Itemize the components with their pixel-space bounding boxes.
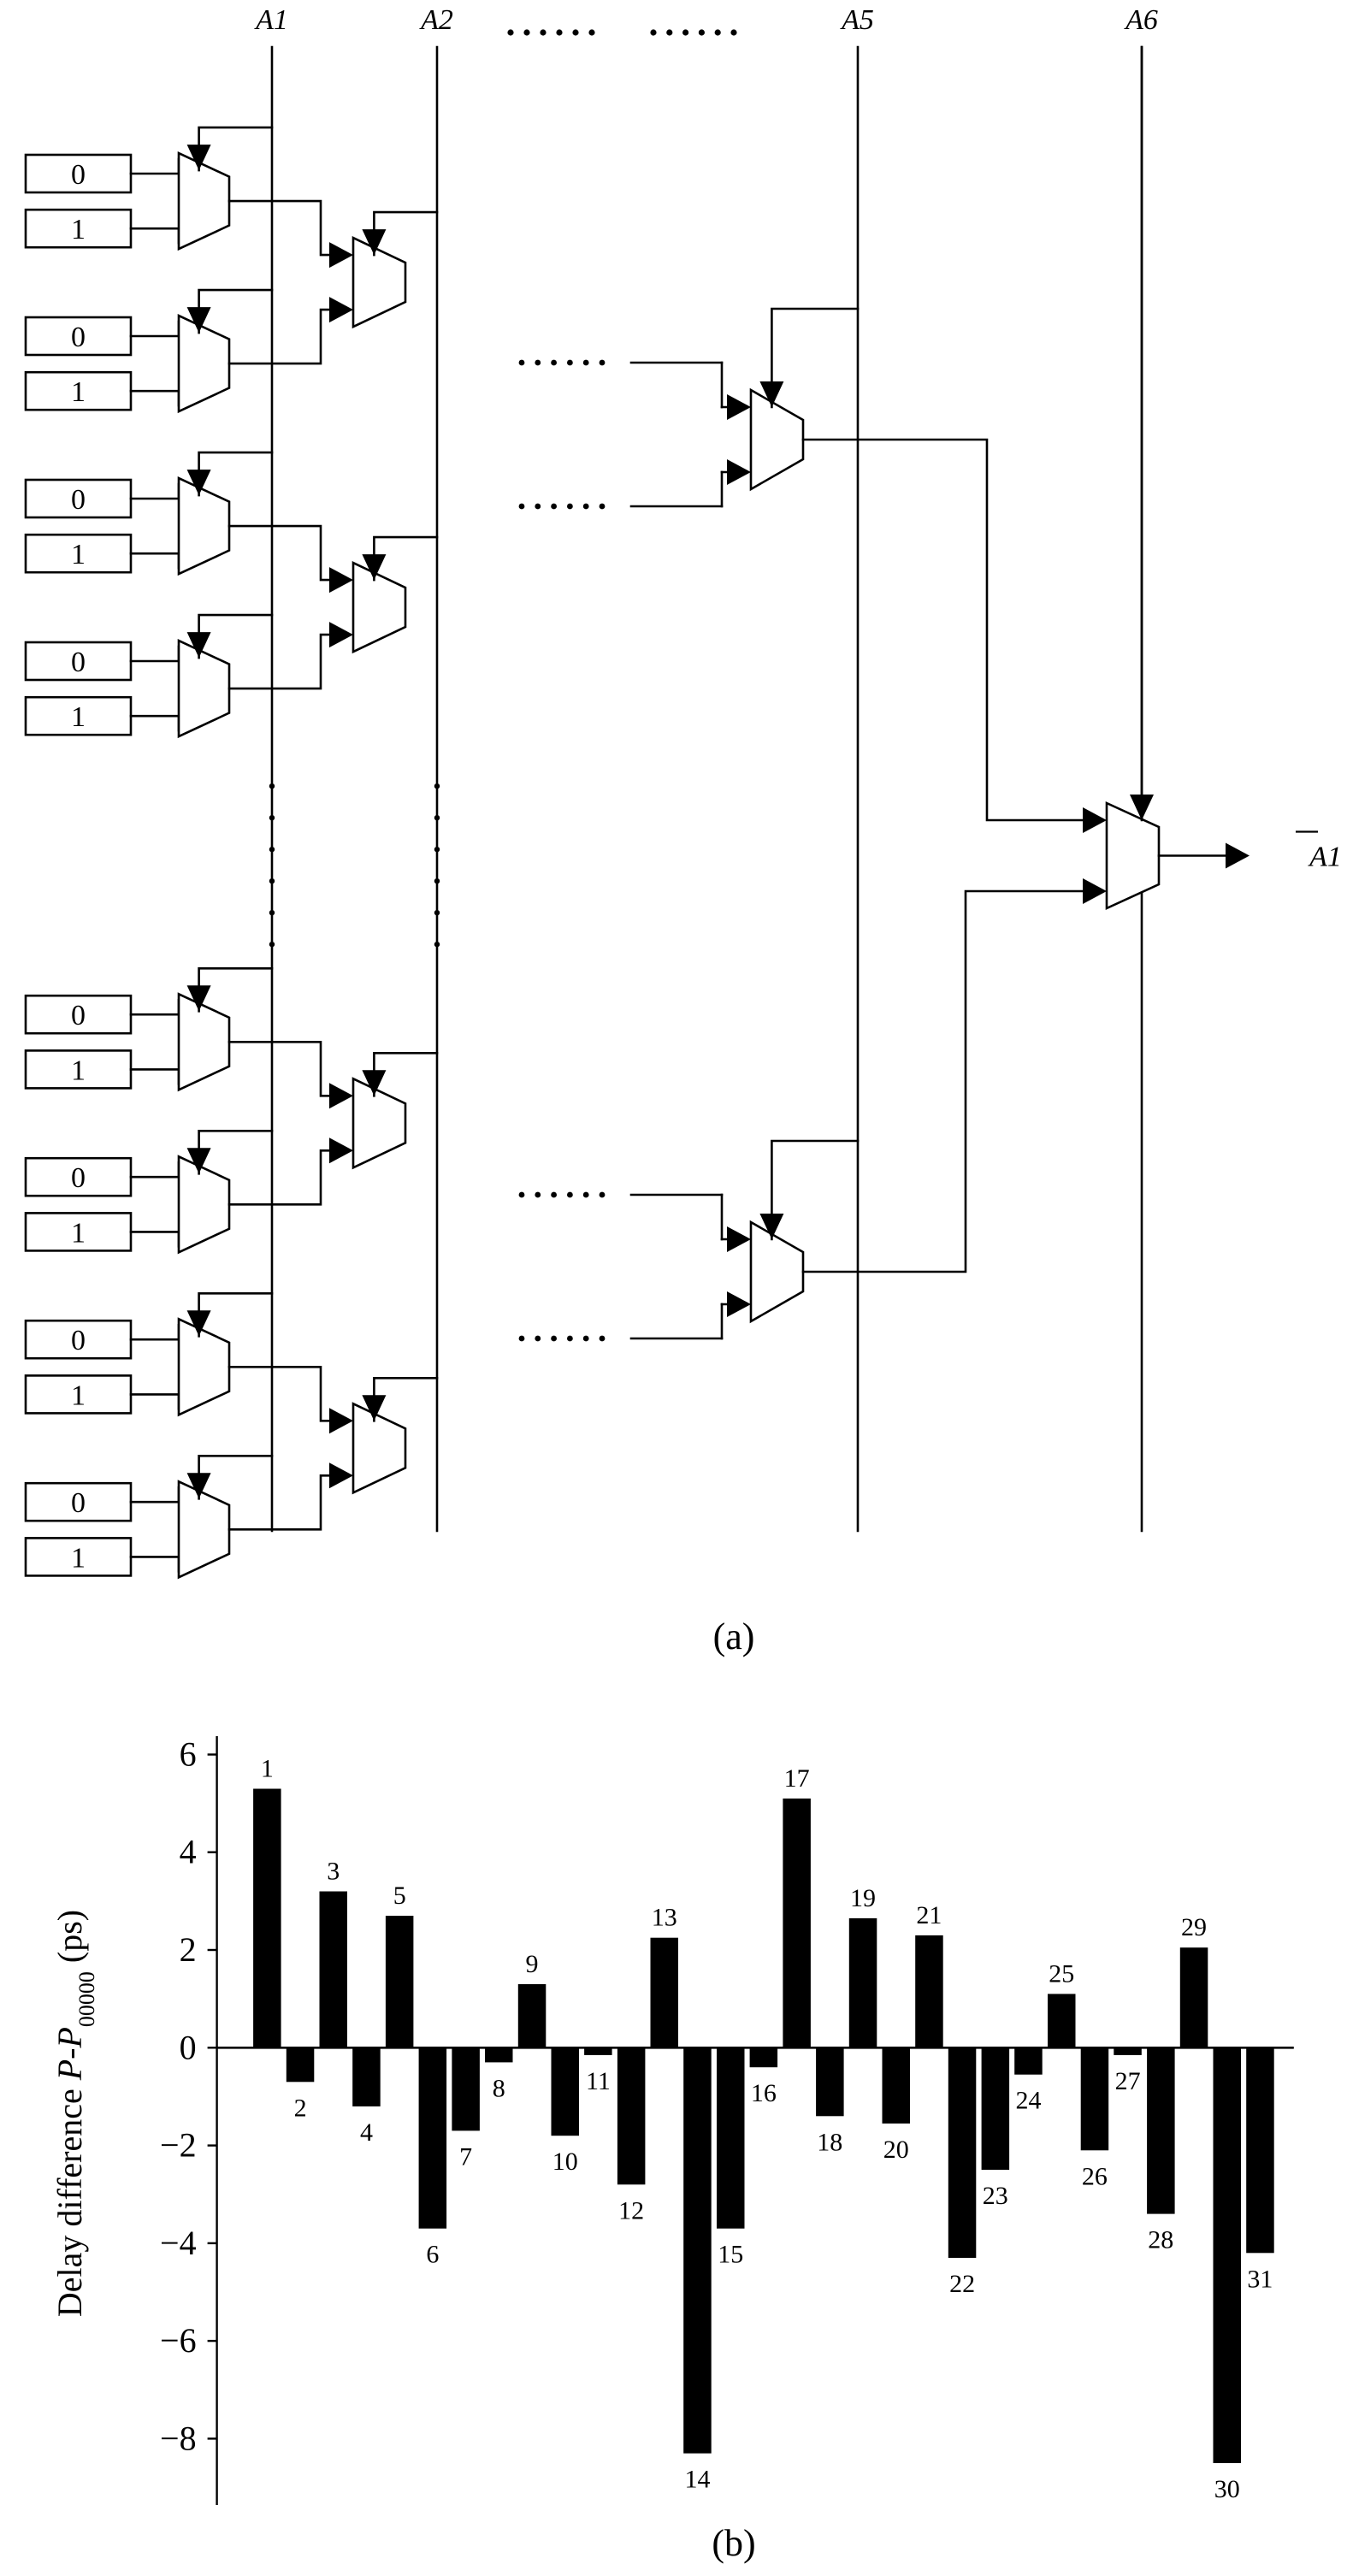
- svg-text:A1: A1: [254, 4, 288, 36]
- svg-text:0: 0: [71, 1162, 86, 1194]
- svg-text:23: 23: [983, 2182, 1008, 2210]
- svg-text:30: 30: [1214, 2475, 1240, 2503]
- svg-text:31: 31: [1247, 2265, 1273, 2293]
- svg-text:5: 5: [393, 1882, 406, 1910]
- svg-text:12: 12: [618, 2196, 644, 2224]
- svg-text:2: 2: [294, 2094, 307, 2122]
- svg-text:22: 22: [949, 2270, 975, 2298]
- svg-text:27: 27: [1115, 2067, 1141, 2095]
- svg-text:1: 1: [71, 1055, 86, 1086]
- svg-text:−2: −2: [160, 2126, 197, 2165]
- svg-text:1: 1: [71, 1542, 86, 1574]
- svg-text:0: 0: [71, 484, 86, 516]
- svg-text:0: 0: [71, 1000, 86, 1031]
- svg-text:A1: A1: [1308, 842, 1342, 873]
- svg-text:0: 0: [71, 647, 86, 678]
- svg-text:18: 18: [817, 2128, 842, 2156]
- svg-text:29: 29: [1181, 1913, 1207, 1941]
- svg-text:11: 11: [586, 2067, 611, 2095]
- svg-text:−8: −8: [160, 2419, 197, 2457]
- svg-text:1: 1: [71, 376, 86, 408]
- svg-text:10: 10: [552, 2148, 578, 2176]
- svg-text:−4: −4: [160, 2224, 197, 2262]
- svg-text:1: 1: [71, 539, 86, 570]
- svg-text:A2: A2: [419, 4, 453, 36]
- svg-text:4: 4: [360, 2118, 373, 2147]
- svg-text:0: 0: [71, 1487, 86, 1519]
- svg-text:6: 6: [426, 2241, 439, 2269]
- svg-text:3: 3: [327, 1858, 340, 1886]
- svg-text:19: 19: [850, 1884, 876, 1912]
- svg-text:7: 7: [459, 2142, 472, 2171]
- svg-text:15: 15: [718, 2241, 743, 2269]
- svg-text:8: 8: [493, 2074, 505, 2102]
- svg-text:0: 0: [71, 1325, 86, 1356]
- svg-text:1: 1: [261, 1755, 274, 1783]
- svg-text:6: 6: [180, 1735, 197, 1774]
- svg-text:4: 4: [180, 1833, 197, 1871]
- svg-text:26: 26: [1082, 2162, 1108, 2190]
- svg-text:A5: A5: [840, 4, 874, 36]
- svg-text:24: 24: [1016, 2087, 1042, 2115]
- svg-text:A6: A6: [1124, 4, 1158, 36]
- svg-text:1: 1: [71, 1217, 86, 1249]
- svg-text:−6: −6: [160, 2321, 197, 2360]
- svg-text:1: 1: [71, 701, 86, 733]
- svg-text:20: 20: [883, 2136, 909, 2164]
- svg-text:0: 0: [180, 2028, 197, 2066]
- svg-text:13: 13: [652, 1904, 677, 1932]
- svg-text:14: 14: [685, 2466, 711, 2494]
- svg-text:Delay difference P-P00000 (ps): Delay difference P-P00000 (ps): [50, 1910, 99, 2317]
- svg-text:17: 17: [784, 1764, 810, 1793]
- svg-text:1: 1: [71, 1380, 86, 1411]
- svg-text:2: 2: [180, 1930, 197, 1969]
- svg-text:16: 16: [751, 2079, 777, 2107]
- svg-text:1: 1: [71, 214, 86, 245]
- svg-text:0: 0: [71, 322, 86, 353]
- svg-text:0: 0: [71, 159, 86, 191]
- svg-text:25: 25: [1049, 1959, 1074, 1988]
- svg-text:28: 28: [1148, 2226, 1173, 2254]
- svg-text:9: 9: [526, 1950, 539, 1978]
- svg-text:21: 21: [916, 1901, 942, 1929]
